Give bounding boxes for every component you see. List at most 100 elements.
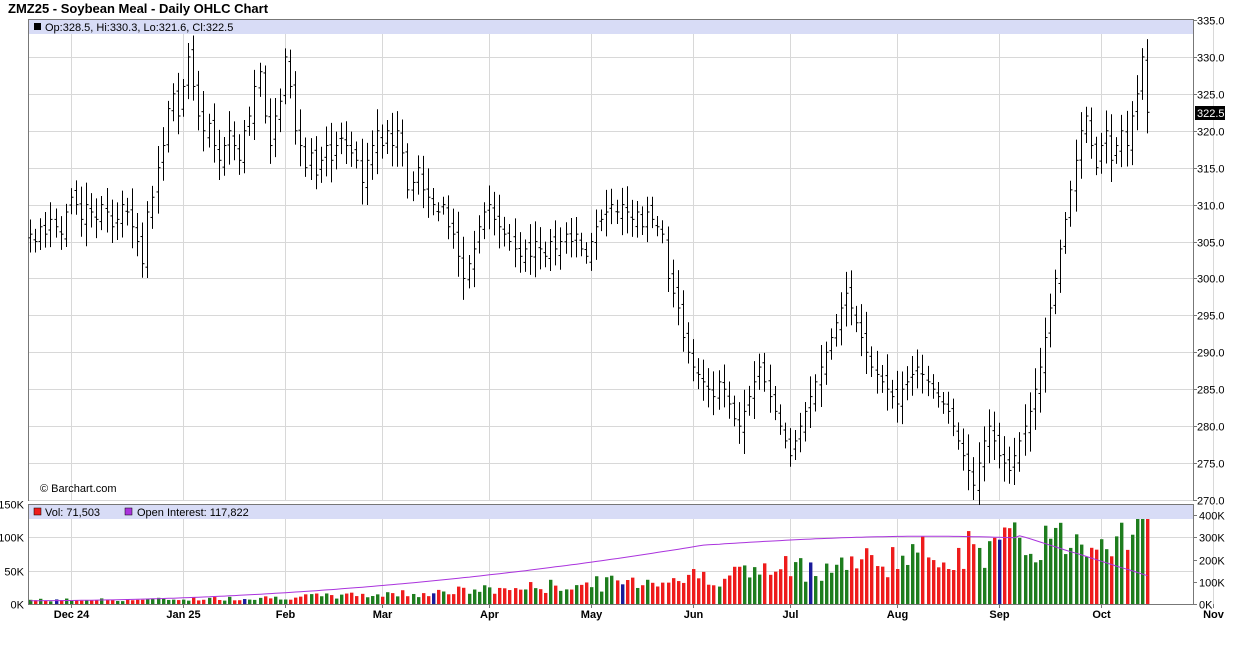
volume-tick-label: 100K [0, 533, 25, 545]
volume-tick-label: 0K [11, 600, 25, 612]
oi-tick-label: 0K [1199, 600, 1213, 612]
volume-bar [330, 595, 334, 604]
volume-bar [631, 577, 635, 604]
volume-bar [70, 600, 74, 604]
volume-bar [146, 598, 150, 604]
ohlc-bar [303, 137, 308, 177]
volume-bar [1126, 549, 1130, 604]
volume-bar [769, 574, 773, 604]
volume-bar [141, 599, 145, 604]
ohlc-bar [803, 402, 808, 442]
ohlc-bar [620, 187, 625, 236]
ohlc-bar [375, 109, 380, 175]
ohlc-bar [390, 112, 395, 167]
volume-bar [49, 601, 53, 604]
ohlc-bar [615, 199, 620, 224]
volume-bar [651, 582, 655, 604]
ohlc-bar [507, 223, 512, 251]
ohlc-bar [1053, 269, 1058, 315]
volume-bar [855, 568, 859, 604]
volume-bar [728, 575, 732, 604]
volume-bar [1080, 544, 1084, 604]
volume-bar [937, 567, 941, 604]
month-label: Feb [276, 609, 296, 621]
ohlc-bar [666, 226, 671, 292]
volume-bar [610, 575, 614, 604]
volume-bar [544, 592, 548, 604]
ohlc-bar [691, 339, 696, 382]
volume-bar [621, 584, 625, 604]
ohlc-bar [543, 241, 548, 268]
ohlc-bar [890, 379, 895, 409]
ohlc-bar [783, 422, 788, 449]
month-label: Sep [989, 609, 1009, 621]
volume-bar [942, 562, 946, 604]
ohlc-bar [456, 211, 461, 277]
volume-bar [182, 599, 186, 604]
ohlc-bar [1089, 107, 1094, 159]
ohlc-bar [599, 209, 604, 232]
ohlc-bar [1119, 114, 1124, 168]
volume-bar [1018, 537, 1022, 604]
ohlc-bar [768, 364, 773, 413]
volume-bar [44, 600, 48, 604]
ohlc-bar [268, 98, 273, 164]
volume-bar [1105, 549, 1109, 604]
price-legend-swatch [34, 23, 41, 30]
ohlc-bar [196, 70, 201, 131]
month-label: Jun [684, 609, 704, 621]
ohlc-bar [1068, 180, 1073, 227]
ohlc-bar [1135, 75, 1140, 131]
volume-bar [707, 584, 711, 604]
ohlc-bar [727, 381, 732, 419]
ohlc-bar [717, 370, 722, 410]
ohlc-bar [1130, 101, 1135, 166]
oi-tick-label: 100K [1199, 578, 1225, 590]
ohlc-bar [288, 49, 293, 99]
volume-bar [197, 600, 201, 604]
ohlc-bar [1043, 317, 1048, 393]
volume-bar [335, 598, 339, 604]
ohlc-bar [977, 442, 982, 512]
volume-bar [876, 566, 880, 604]
volume-bar [1085, 556, 1089, 604]
volume-bar [116, 600, 120, 604]
volume-bar [626, 580, 630, 604]
volume-bar [100, 598, 104, 604]
ohlc-bar [278, 88, 283, 133]
ohlc-bar [354, 141, 359, 169]
ohlc-bar [370, 130, 375, 180]
ohlc-bar [130, 188, 135, 249]
ohlc-bar [191, 35, 196, 101]
volume-bar [570, 589, 574, 604]
ohlc-bar [844, 271, 849, 327]
ohlc-bar [487, 185, 492, 230]
ohlc-bar [971, 457, 976, 501]
volume-bar [1115, 536, 1119, 604]
volume-bar [641, 585, 645, 604]
volume-bar [478, 591, 482, 604]
ohlc-bar [548, 229, 553, 272]
month-label: Apr [480, 609, 500, 621]
volume-bar [590, 587, 594, 604]
ohlc-bar [222, 136, 227, 176]
volume-bar [131, 600, 135, 604]
volume-bar [1100, 539, 1104, 604]
volume-bar [636, 587, 640, 604]
ohlc-bar [528, 224, 533, 275]
ohlc-bar [48, 202, 53, 248]
ohlc-bar [905, 366, 910, 401]
ohlc-bar [79, 186, 84, 237]
ohlc-bar [242, 119, 247, 174]
price-tick-label: 295.0 [1197, 311, 1225, 323]
volume-bar [121, 601, 125, 604]
volume-bar [243, 599, 247, 604]
volume-bar [320, 596, 324, 604]
volume-bar [299, 596, 303, 604]
ohlc-bar [319, 146, 324, 183]
chart-title: ZMZ25 - Soybean Meal - Daily OHLC Chart [8, 1, 269, 16]
volume-bar [233, 600, 237, 604]
ohlc-bar [706, 368, 711, 408]
volume-bar [952, 570, 956, 604]
ohlc-bar [533, 221, 538, 278]
